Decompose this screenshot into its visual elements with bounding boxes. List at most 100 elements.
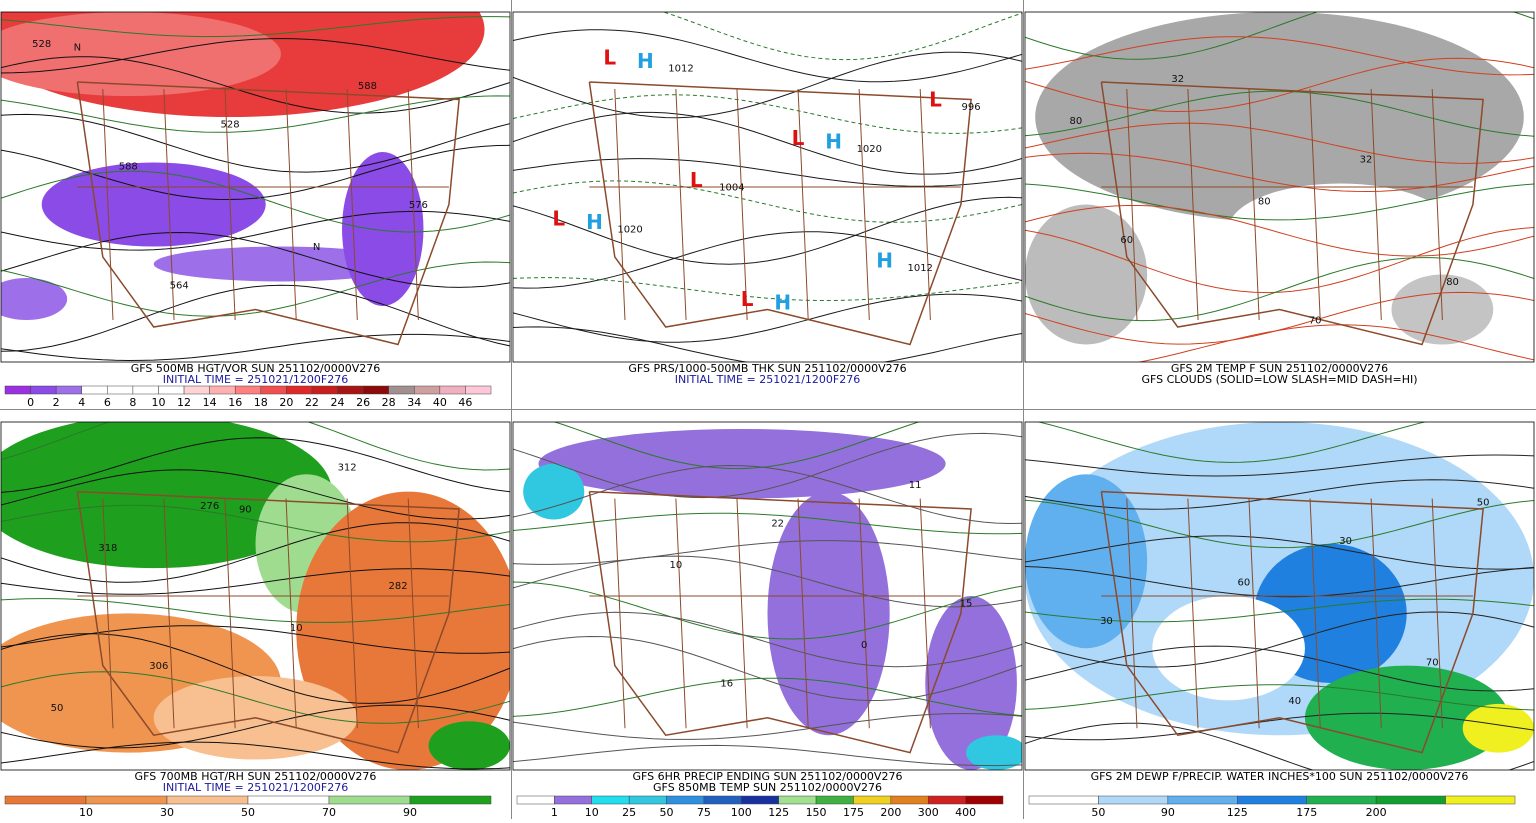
border-line: [736, 498, 748, 729]
map-frame: [1024, 11, 1535, 363]
map-label: 50: [1477, 498, 1490, 509]
contour-line: [1, 56, 510, 114]
colorbar-swatch: [247, 795, 330, 805]
colorbar-swatch: [55, 385, 82, 395]
colorbar-swatch: [890, 795, 929, 805]
contour-line: [513, 326, 1022, 362]
border-line: [614, 498, 626, 729]
contour-line: [513, 512, 1022, 535]
colorbar-label: 10: [151, 396, 165, 409]
contour-line: [1, 113, 510, 173]
caption: GFS 2M DEWP F/PRECIP. WATER INCHES*100 S…: [1091, 770, 1469, 783]
map-frame: [512, 11, 1023, 363]
colorbar-swatch: [4, 795, 87, 805]
colorbar-swatch: [741, 795, 779, 805]
field-area: [1025, 204, 1148, 345]
map-label: 1012: [907, 263, 932, 274]
colorbar-swatch: [85, 795, 168, 805]
field-area: [428, 721, 510, 770]
contour-line: [1025, 645, 1534, 692]
colorbar-label: 125: [1227, 806, 1248, 819]
colorbar-swatch: [1306, 795, 1377, 805]
map-label: 564: [170, 281, 189, 292]
border-line: [407, 498, 419, 729]
contour-line: [1025, 122, 1534, 164]
contour-line: [1025, 183, 1534, 221]
map-label: 312: [338, 463, 357, 474]
colorbar-swatch: [965, 795, 1004, 805]
colorbar-swatch: [1375, 795, 1446, 805]
field-area: [1152, 596, 1305, 701]
contour-line: [1, 231, 510, 288]
border-line: [1187, 88, 1199, 321]
colorbar-label: 100: [731, 806, 752, 819]
map-label: 50: [51, 703, 64, 714]
colorbar-swatch: [388, 385, 415, 395]
map-label: 576: [409, 200, 428, 211]
field-area: [767, 491, 890, 736]
colorbar-swatch: [439, 385, 466, 395]
map-label: 1004: [719, 183, 744, 194]
border-line: [675, 88, 687, 321]
colorbar-label: 30: [160, 806, 174, 819]
field-area: [1, 12, 281, 96]
colorbar-swatch: [1098, 795, 1169, 805]
map-label: 1012: [668, 64, 693, 75]
map-label: 588: [119, 162, 138, 173]
contour-line: [1, 210, 510, 251]
colorbar-label: 12: [177, 396, 191, 409]
caption: GFS PRS/1000-500MB THK SUN 251102/0000V2…: [628, 362, 906, 375]
contour-line: [513, 94, 1022, 134]
border-line: [346, 88, 358, 321]
colorbar-swatch: [516, 795, 555, 805]
map-panel: 528 528 576 564 588 588 N N GFS 500MB HGT/VOR SU…: [0, 11, 511, 409]
caption: INITIAL TIME = 251021/1200F276: [675, 373, 860, 386]
contour-line: [513, 432, 1022, 499]
colorbar-swatch: [234, 385, 262, 395]
caption: INITIAL TIME = 251021/1200F276: [163, 373, 348, 386]
map-label: L: [690, 168, 703, 192]
contour-line: [513, 677, 1022, 717]
contour-line: [1025, 611, 1534, 668]
contour-line: [1, 469, 510, 520]
map-label: L: [792, 126, 805, 150]
colorbar-swatch: [1445, 795, 1516, 805]
border-line: [919, 88, 931, 321]
contour-line: [513, 611, 1022, 668]
border-outline: [588, 490, 972, 754]
border-line: [736, 88, 748, 321]
contour-line: [1025, 36, 1534, 76]
colorbar-swatch: [414, 385, 441, 395]
colorbar-label: 0: [27, 396, 34, 409]
map-label: 0: [861, 640, 867, 651]
border-line: [407, 88, 419, 321]
map-label: 80: [1258, 197, 1271, 208]
map-label: H: [637, 49, 654, 73]
map-label: 22: [771, 518, 784, 529]
colorbar-label: 4: [78, 396, 85, 409]
map-label: 30: [1339, 536, 1352, 547]
border-line: [675, 498, 687, 729]
contour-line: [513, 713, 1022, 740]
contour-line: [1, 741, 510, 770]
contour-line: [513, 196, 1022, 265]
colorbar-swatch: [591, 795, 630, 805]
colorbar-label: 14: [203, 396, 217, 409]
colorbar-label: 8: [129, 396, 136, 409]
colorbar-label: 46: [458, 396, 472, 409]
colorbar-swatch: [337, 385, 364, 395]
border-outline: [1100, 81, 1484, 346]
contour-line: [1, 625, 510, 654]
colorbar-swatch: [209, 385, 236, 395]
colorbar-label: 90: [1161, 806, 1175, 819]
contour-line: [1025, 712, 1534, 741]
contour-line: [513, 158, 1022, 187]
map-label: 10: [670, 560, 683, 571]
colorbar-swatch: [81, 385, 108, 395]
contour-line: [513, 293, 1022, 343]
map-label: 10: [290, 623, 303, 634]
field-area: [1462, 703, 1534, 753]
caption: INITIAL TIME = 251021/1200F276: [163, 781, 348, 794]
colorbar-label: 28: [382, 396, 396, 409]
